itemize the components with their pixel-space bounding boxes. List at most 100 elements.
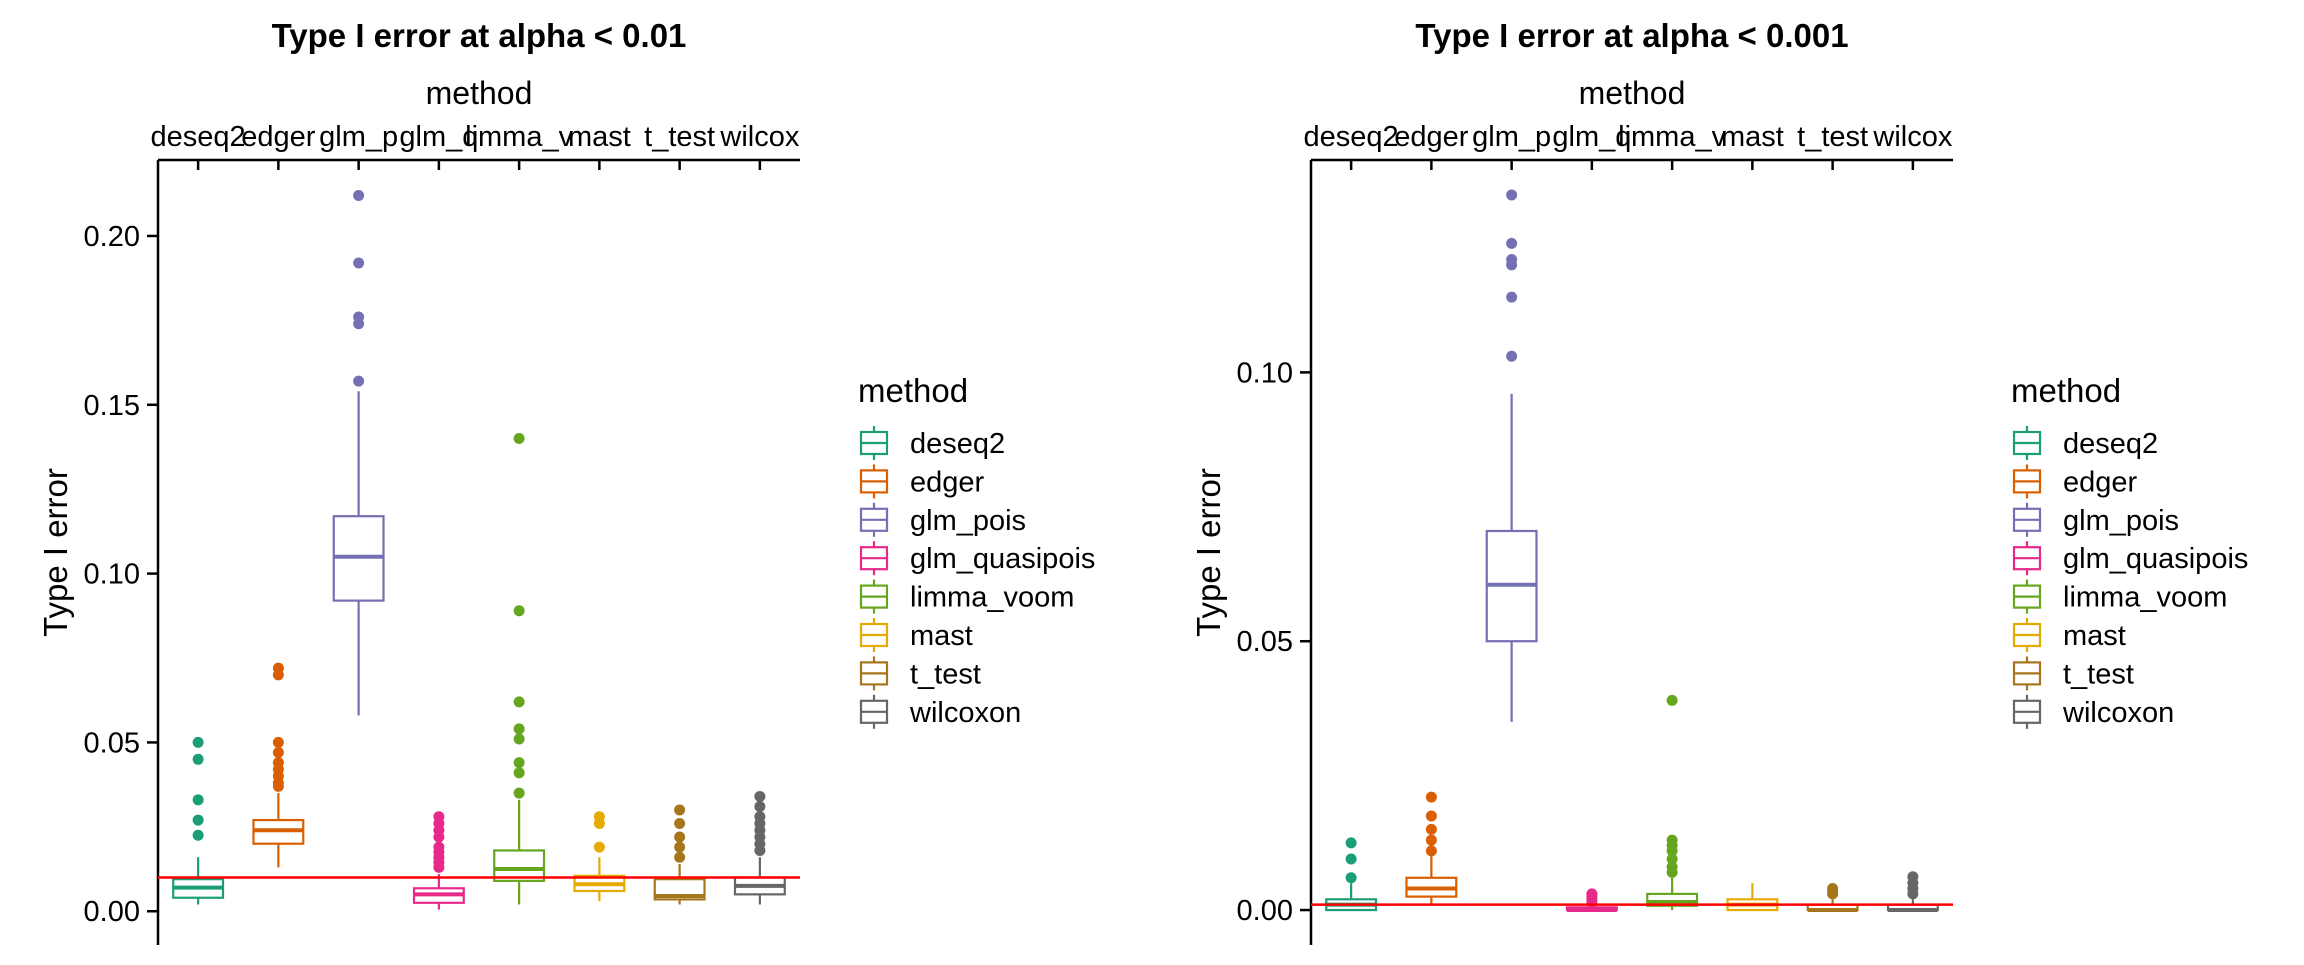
- y-tick-label: 0.10: [1237, 357, 1293, 389]
- outlier-point: [1666, 834, 1678, 846]
- outlier-point: [1506, 189, 1518, 201]
- y-tick-label: 0.10: [84, 559, 140, 591]
- outlier-point: [513, 733, 525, 745]
- y-tick-label: 0.00: [84, 896, 140, 928]
- legend-title: method: [2011, 372, 2121, 409]
- outlier-point: [754, 801, 766, 813]
- outlier-point: [513, 723, 525, 735]
- outlier-point: [1907, 871, 1919, 883]
- boxplot-mast: [1726, 883, 1779, 912]
- outlier-point: [593, 841, 605, 853]
- x-tick-label: glm_q: [1552, 121, 1631, 153]
- legend-label: mast: [910, 620, 973, 652]
- legend-label: deseq2: [2063, 428, 2158, 460]
- y-tick-label: 0.15: [84, 390, 140, 422]
- outlier-point: [1506, 291, 1518, 303]
- outlier-point: [513, 757, 525, 769]
- legend-label: limma_voom: [910, 582, 1074, 614]
- boxplot-deseq2: [172, 736, 225, 905]
- chart-title: Type I error at alpha < 0.001: [1415, 17, 1848, 54]
- outlier-point: [433, 811, 445, 823]
- legend-label: wilcoxon: [909, 697, 1021, 729]
- y-tick-label: 0.00: [1237, 895, 1293, 927]
- legend-label: deseq2: [910, 428, 1005, 460]
- legend-label: edger: [2063, 466, 2138, 498]
- x-tick-label: edger: [1394, 121, 1469, 153]
- legend-label: glm_pois: [910, 505, 1026, 537]
- x-tick-label: glm_q: [399, 121, 478, 153]
- legend-label: glm_quasipois: [2063, 543, 2248, 575]
- outlier-point: [353, 311, 365, 323]
- x-tick-label: mast: [568, 121, 631, 153]
- outlier-point: [353, 257, 365, 269]
- outlier-point: [1506, 253, 1518, 265]
- outlier-point: [674, 817, 686, 829]
- outlier-point: [513, 605, 525, 617]
- x-tick-label: glm_p: [319, 121, 398, 153]
- legend: method deseq2 edger glm_pois glm_quasipoisli…: [858, 372, 1095, 729]
- boxplot-mast: [573, 811, 626, 902]
- outlier-point: [353, 189, 365, 201]
- legend-label: limma_voom: [2063, 582, 2227, 614]
- x-tick-label: mast: [1721, 121, 1784, 153]
- outlier-point: [1506, 350, 1518, 362]
- outlier-point: [1345, 837, 1357, 849]
- boxplot-edger: [1405, 791, 1458, 905]
- boxplot-t_test: [653, 804, 706, 905]
- outlier-point: [1425, 791, 1437, 803]
- outlier-point: [593, 811, 605, 823]
- legend-label: edger: [910, 466, 985, 498]
- outlier-point: [674, 804, 686, 816]
- x-tick-label: t_test: [1797, 121, 1868, 153]
- outlier-point: [754, 790, 766, 802]
- x-tick-label: glm_p: [1472, 121, 1551, 153]
- y-axis-label: Type I error: [1190, 468, 1227, 637]
- outlier-point: [1506, 237, 1518, 249]
- legend-label: wilcoxon: [2062, 697, 2174, 729]
- x-tick-label: wilcox: [719, 121, 799, 153]
- outlier-point: [1425, 845, 1437, 857]
- outlier-point: [1425, 810, 1437, 822]
- legend-title: method: [858, 372, 968, 409]
- legend-label: mast: [2063, 620, 2126, 652]
- boxplot-edger: [252, 662, 305, 868]
- boxplot-t_test: [1806, 883, 1859, 913]
- outlier-point: [192, 753, 204, 765]
- boxplot-glm_quasipois: [1565, 888, 1618, 913]
- x-tick-label: limma_v: [465, 121, 573, 153]
- chart-title: Type I error at alpha < 0.01: [272, 17, 687, 54]
- outlier-point: [192, 829, 204, 841]
- y-tick-label: 0.20: [84, 221, 140, 253]
- outlier-point: [272, 736, 284, 748]
- x-tick-label: deseq2: [1304, 121, 1399, 153]
- y-axis-label: Type I error: [37, 468, 74, 637]
- outlier-point: [353, 375, 365, 387]
- outlier-point: [1666, 861, 1678, 873]
- outlier-point: [272, 662, 284, 674]
- boxplot-deseq2: [1325, 837, 1378, 912]
- panel-1: Type I error at alpha < 0.01 method deseq2…: [37, 17, 1095, 945]
- x-tick-label: deseq2: [151, 121, 246, 153]
- boxplot-glm_pois: [332, 189, 385, 716]
- legend-label: glm_pois: [2063, 505, 2179, 537]
- y-tick-label: 0.05: [1237, 626, 1293, 658]
- outlier-point: [513, 433, 525, 445]
- outlier-point: [1827, 883, 1839, 895]
- outlier-point: [1345, 872, 1357, 884]
- panel-2: Type I error at alpha < 0.001 method deseq…: [1190, 17, 2248, 945]
- x-axis-label: method: [426, 75, 533, 111]
- boxplot-glm_quasipois: [412, 811, 465, 910]
- boxplot-wilcoxon: [733, 790, 786, 905]
- x-tick-label: edger: [241, 121, 316, 153]
- outlier-point: [1666, 694, 1678, 706]
- outlier-point: [674, 841, 686, 853]
- outlier-point: [1425, 823, 1437, 835]
- legend: method deseq2 edger glm_pois glm_quasipoisli…: [2011, 372, 2248, 729]
- legend-label: t_test: [910, 658, 981, 690]
- x-axis-label: method: [1579, 75, 1686, 111]
- outlier-point: [513, 787, 525, 799]
- outlier-point: [192, 736, 204, 748]
- boxplot-wilcoxon: [1886, 871, 1939, 913]
